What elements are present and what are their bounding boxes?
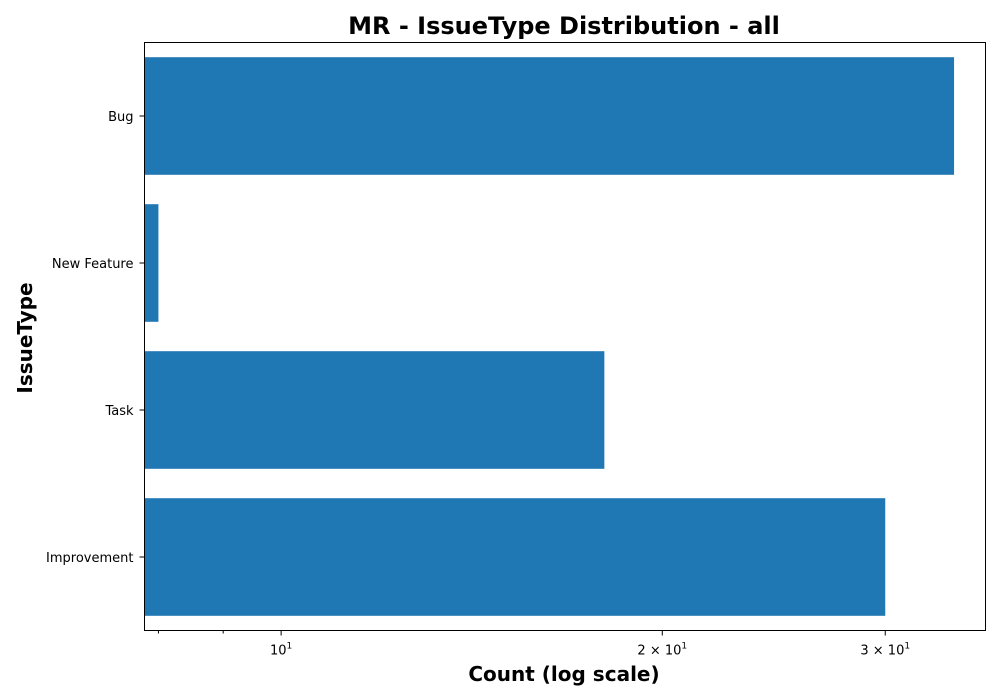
y-axis-label: IssueType — [13, 282, 37, 393]
x-axis: 101 2 × 101 3 × 101 — [157, 630, 910, 659]
chart-title: MR - IssueType Distribution - all — [348, 12, 780, 40]
bar-improvement — [144, 498, 886, 616]
x-tick-label: 101 — [270, 642, 292, 659]
bar-bug — [144, 57, 955, 175]
x-tick-label: 2 × 101 — [637, 642, 687, 659]
plot-frame — [144, 42, 986, 631]
bar-new-feature — [144, 204, 159, 322]
y-tick-label: Improvement — [46, 551, 133, 566]
y-tick-label: New Feature — [52, 257, 134, 272]
y-axis: Bug New Feature Task Improvement — [46, 110, 145, 566]
y-tick-label: Bug — [108, 110, 133, 125]
x-tick-label: 3 × 101 — [860, 642, 910, 659]
bars-group — [144, 57, 955, 616]
x-axis-label: Count (log scale) — [468, 662, 659, 686]
y-tick-label: Task — [104, 404, 134, 419]
bar-task — [144, 351, 605, 469]
